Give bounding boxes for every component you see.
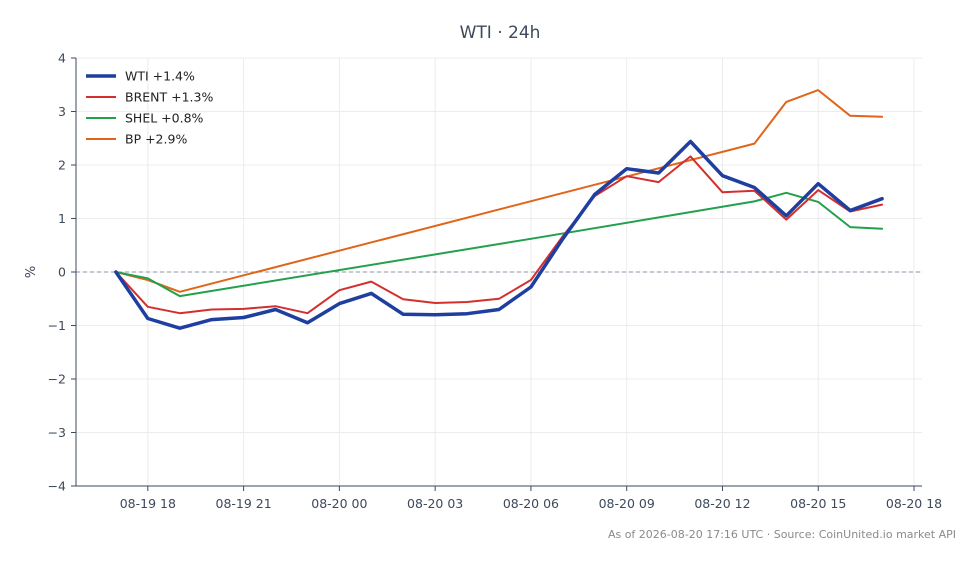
x-tick-label: 08-20 06 xyxy=(503,496,559,511)
y-tick-label: −3 xyxy=(48,425,66,440)
y-tick-label: 4 xyxy=(58,51,66,66)
x-tick-label: 08-20 03 xyxy=(407,496,463,511)
series-line-1 xyxy=(114,155,884,315)
legend-label: SHEL +0.8% xyxy=(125,111,204,126)
legend: WTI +1.4% BRENT +1.3% SHEL +0.8% BP +2.9% xyxy=(86,69,213,147)
y-tick-label: −2 xyxy=(48,372,66,387)
source-note: As of 2026-08-20 17:16 UTC · Source: Coi… xyxy=(608,528,956,541)
x-tick-label: 08-20 18 xyxy=(886,496,942,511)
x-ticks: 08-19 18 08-19 21 08-20 00 08-20 03 08-20 06… xyxy=(120,486,942,511)
x-tick-label: 08-20 09 xyxy=(599,496,655,511)
y-tick-label: 1 xyxy=(58,211,66,226)
legend-label: BRENT +1.3% xyxy=(125,90,213,105)
y-ticks: −4 −3 −2 −1 0 1 2 3 4 xyxy=(48,51,76,494)
x-tick-label: 08-20 00 xyxy=(311,496,367,511)
y-tick-label: 3 xyxy=(58,104,66,119)
series-line-3 xyxy=(114,89,884,293)
y-tick-label: −4 xyxy=(48,479,66,494)
x-tick-label: 08-20 12 xyxy=(694,496,750,511)
y-tick-label: 2 xyxy=(58,158,66,173)
y-tick-label: 0 xyxy=(58,265,66,280)
x-tick-label: 08-19 21 xyxy=(216,496,272,511)
chart-title: WTI · 24h xyxy=(460,23,541,43)
series-line-2 xyxy=(114,191,884,298)
series-lines xyxy=(114,89,884,330)
x-tick-label: 08-19 18 xyxy=(120,496,176,511)
x-tick-label: 08-20 15 xyxy=(790,496,846,511)
legend-label: BP +2.9% xyxy=(125,132,187,147)
legend-label: WTI +1.4% xyxy=(125,69,195,84)
series-line-0 xyxy=(114,139,884,330)
y-axis-label: % xyxy=(24,266,39,278)
y-tick-label: −1 xyxy=(48,318,66,333)
